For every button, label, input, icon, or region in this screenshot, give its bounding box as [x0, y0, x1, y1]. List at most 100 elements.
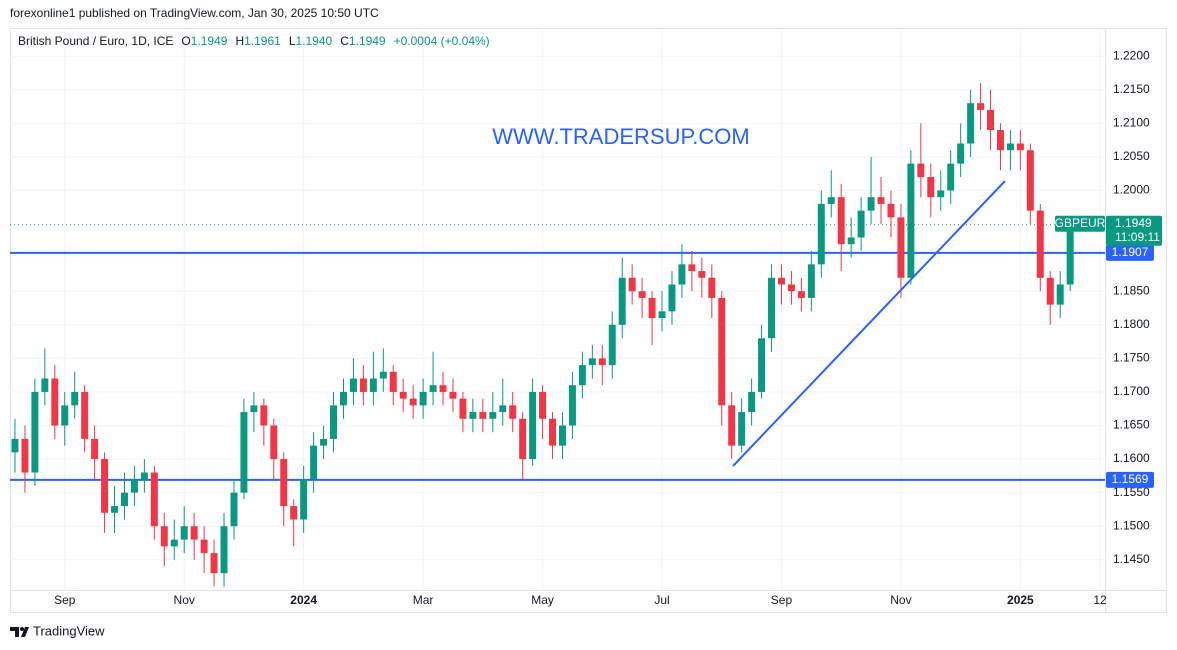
x-tick-label: Mar	[413, 593, 434, 607]
candle-body	[150, 472, 158, 527]
candle-body	[897, 217, 905, 278]
candle-body	[996, 130, 1004, 151]
candle-body	[877, 197, 885, 204]
candle-body	[359, 378, 367, 392]
candle-body	[250, 405, 258, 413]
candle-body	[310, 445, 318, 480]
candle-body	[270, 425, 278, 460]
candle-body	[449, 391, 457, 399]
candle-body	[618, 277, 626, 325]
candle-body	[817, 203, 825, 265]
y-tick-label: 1.2000	[1113, 183, 1150, 197]
symbol: British Pound / Euro, 1D, ICE	[18, 34, 173, 48]
y-tick-label: 1.1650	[1113, 418, 1150, 432]
close-value: 1.1949	[349, 34, 386, 48]
x-tick-label: Jul	[654, 593, 669, 607]
candle-body	[170, 539, 178, 547]
last-price-label: 1.1949	[1115, 216, 1152, 230]
candle-body	[608, 324, 616, 366]
low-label: L	[289, 34, 296, 48]
candle-body	[668, 284, 676, 312]
candle-body	[588, 358, 596, 366]
candle-body	[947, 163, 955, 191]
candle-body	[61, 405, 69, 426]
x-tick-label: Sep	[771, 593, 793, 607]
candle-body	[967, 103, 975, 144]
candle-body	[598, 358, 606, 366]
watermark: WWW.TRADERSUP.COM	[492, 124, 749, 149]
open-label: O	[181, 34, 190, 48]
candle-body	[827, 197, 835, 204]
candle-body	[120, 492, 128, 507]
candle-body	[787, 284, 795, 292]
x-tick-label: 2025	[1007, 593, 1034, 607]
y-tick-label: 1.1700	[1113, 384, 1150, 398]
low-value: 1.1940	[296, 34, 333, 48]
candle-body	[738, 412, 746, 446]
candle-body	[907, 163, 915, 278]
candle-body	[648, 297, 656, 319]
candle-body	[977, 103, 985, 110]
candle-body	[578, 365, 586, 386]
candle-body	[51, 378, 59, 426]
x-tick-label: 2024	[290, 593, 317, 607]
candle-body	[777, 277, 785, 285]
candle-body	[857, 210, 865, 238]
x-tick-label: Sep	[54, 593, 76, 607]
candle-body	[240, 412, 248, 493]
candle-body	[200, 539, 208, 554]
publish-info: forexonline1 published on TradingView.co…	[10, 6, 379, 20]
candle-body	[160, 526, 168, 547]
footer-logo	[10, 627, 29, 637]
high-value: 1.1961	[244, 34, 281, 48]
last-price-box	[1106, 215, 1162, 246]
candle-body	[320, 438, 328, 446]
candle-body	[678, 264, 686, 285]
candle-body	[728, 405, 736, 446]
level-label-box	[1106, 471, 1154, 488]
candle-body	[529, 391, 537, 460]
x-tick-label: Nov	[174, 593, 195, 607]
price-lines	[10, 224, 1105, 481]
candles	[11, 83, 1074, 587]
candle-body	[1066, 224, 1074, 285]
symbol-label-box	[1055, 215, 1105, 232]
candle-body	[290, 506, 298, 520]
candle-body	[369, 378, 377, 392]
candle-body	[210, 553, 218, 574]
y-tick-label: 1.1550	[1113, 485, 1150, 499]
candle-body	[638, 291, 646, 298]
candle-body	[1016, 143, 1024, 151]
candle-body	[130, 479, 138, 493]
candle-body	[71, 391, 79, 406]
candle-body	[349, 378, 357, 392]
x-tick-label: Nov	[890, 593, 911, 607]
candle-body	[111, 506, 119, 513]
candle-body	[81, 391, 89, 439]
candle-body	[1026, 150, 1034, 211]
candle-body	[439, 385, 447, 392]
candle-body	[519, 418, 527, 460]
candle-body	[190, 526, 198, 540]
candle-body	[708, 277, 716, 298]
candle-body	[797, 291, 805, 298]
candle-body	[847, 237, 855, 245]
y-tick-label: 1.1850	[1113, 283, 1150, 297]
level-label-box	[1106, 244, 1154, 261]
close-label: C	[340, 34, 349, 48]
candle-body	[658, 311, 666, 319]
change-value: +0.0004 (+0.04%)	[394, 34, 490, 48]
y-tick-label: 1.2100	[1113, 116, 1150, 130]
grid	[10, 28, 1105, 590]
candle-body	[837, 197, 845, 245]
candle-body	[698, 271, 706, 278]
candle-body	[867, 197, 875, 211]
candle-body	[101, 459, 109, 513]
candle-body	[1056, 284, 1064, 305]
candle-body	[180, 526, 188, 540]
y-tick-label: 1.1600	[1113, 451, 1150, 465]
candle-body	[957, 143, 965, 164]
axes: 1.2200 1.2150 1.2100 1.2050 1.2000 1.1850 1.18…	[54, 48, 1162, 607]
candle-body	[399, 391, 407, 399]
